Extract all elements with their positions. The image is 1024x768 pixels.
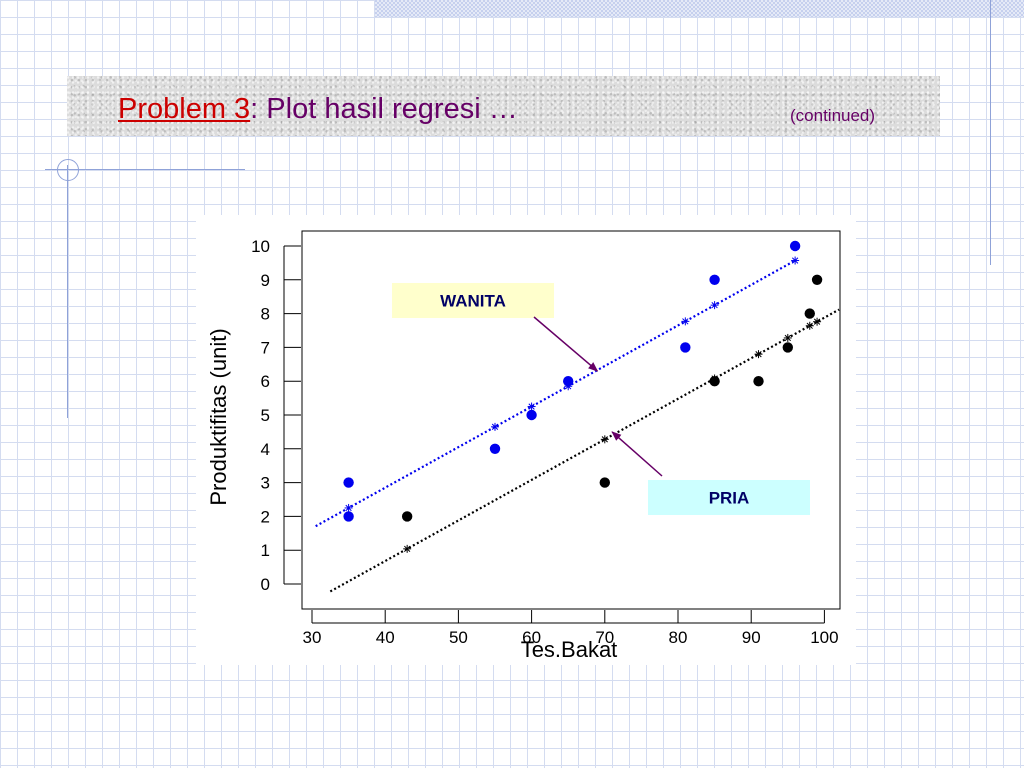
x-tick-label: 30 <box>303 628 322 647</box>
regression-chart: 0 1 2 3 4 5 6 7 8 9 10 30 40 50 60 70 80 90 100 WANITA PRIA… <box>196 215 856 665</box>
y-tick-label: 1 <box>261 541 270 560</box>
y-tick-label: 0 <box>261 575 270 594</box>
y-tick-label: 5 <box>261 406 270 425</box>
data-point-wanita <box>343 477 354 488</box>
y-tick-label: 2 <box>261 507 270 526</box>
annotation-box-wanita <box>392 283 554 318</box>
fitted-star-pria <box>754 350 763 359</box>
fitted-star-pria <box>710 374 719 383</box>
x-tick-label: 90 <box>742 628 761 647</box>
regression-lines <box>315 259 840 593</box>
fitted-star-wanita <box>344 503 353 512</box>
data-point-pria <box>804 308 815 319</box>
data-point-wanita <box>489 443 501 454</box>
top-decoration-band <box>375 0 1024 17</box>
y-tick-label: 10 <box>251 237 270 256</box>
horizontal-decoration-rule <box>45 169 245 170</box>
continued-label: (continued) <box>790 106 876 125</box>
y-tick-label: 4 <box>261 440 270 459</box>
data-point-pria <box>599 477 610 488</box>
slide-title: Problem 3: Plot hasil regresi … <box>118 93 518 126</box>
fitted-star-wanita <box>791 256 800 265</box>
annotations: WANITA PRIA <box>392 283 810 515</box>
y-axis-label: Produktifitas (unit) <box>206 328 231 505</box>
fitted-star-pria <box>600 435 609 444</box>
y-tick-label: 3 <box>261 474 270 493</box>
y-tick-label: 6 <box>261 372 270 391</box>
annotation-arrow-wanita <box>533 316 599 372</box>
left-decoration-rule <box>67 165 68 418</box>
title-bar <box>67 76 940 136</box>
fitted-star-pria <box>403 544 412 553</box>
data-point-pria <box>753 376 764 387</box>
fitted-star-pria <box>783 333 792 342</box>
x-tick-label: 80 <box>669 628 688 647</box>
x-axis-label: Tes.Bakat <box>521 637 618 662</box>
x-tick-label: 100 <box>810 628 838 647</box>
data-point-pria <box>811 274 823 285</box>
fitted-star-wanita <box>564 382 573 391</box>
data-point-pria <box>401 511 413 522</box>
axes: 0 1 2 3 4 5 6 7 8 9 10 30 40 50 60 70 80 90 100 <box>251 237 839 647</box>
x-tick-label: 50 <box>449 628 468 647</box>
plot-frame <box>301 230 841 610</box>
fitted-star-pria <box>813 317 822 326</box>
regression-line-wanita <box>315 259 796 528</box>
annotation-arrow-pria <box>611 431 663 477</box>
y-tick-label: 9 <box>261 271 270 290</box>
y-tick-label: 7 <box>261 338 270 357</box>
data-point-wanita <box>789 240 801 252</box>
circle-decoration <box>57 159 79 181</box>
fitted-star-pria <box>805 321 814 330</box>
annotation-label-wanita: WANITA <box>440 292 506 311</box>
y-tick-label: 8 <box>261 305 270 324</box>
data-point-wanita <box>680 342 691 353</box>
annotation-label-pria: PRIA <box>709 489 750 508</box>
fitted-star-wanita <box>681 317 690 326</box>
problem-link[interactable]: Problem 3 <box>118 93 251 125</box>
data-point-wanita <box>526 409 537 421</box>
annotation-box-pria <box>648 480 810 515</box>
x-tick-label: 60 <box>522 628 541 647</box>
fitted-star-wanita <box>527 402 536 411</box>
right-decoration-rule <box>990 0 991 265</box>
fitted-star-wanita <box>491 422 499 431</box>
data-point-wanita <box>709 274 720 285</box>
fitted-star-wanita <box>710 301 719 310</box>
title-text: : Plot hasil regresi … <box>250 93 518 125</box>
data-point-wanita <box>343 511 354 522</box>
x-tick-label: 40 <box>376 628 395 647</box>
x-tick-label: 70 <box>595 628 614 647</box>
data-points <box>343 240 823 553</box>
data-point-pria <box>782 342 793 353</box>
